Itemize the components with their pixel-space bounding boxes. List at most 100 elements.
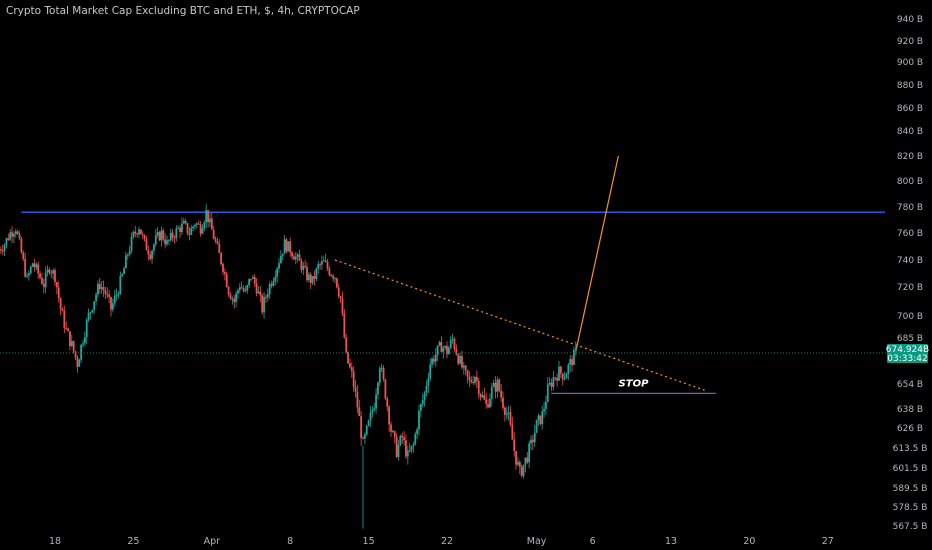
candle-body: [82, 343, 84, 345]
y-tick-label: 920 B: [897, 37, 923, 47]
candle-body: [431, 358, 433, 365]
y-tick-label: 578.5 B: [893, 503, 928, 513]
y-tick-label: 589.5 B: [893, 484, 928, 494]
candle-body: [218, 243, 221, 253]
candle-body: [227, 287, 230, 295]
candle-body: [341, 298, 344, 314]
candle-body: [334, 278, 336, 280]
candle-body: [231, 298, 234, 300]
candle-body: [216, 241, 219, 244]
candle-body: [475, 377, 478, 381]
target-projection-line[interactable]: [575, 155, 619, 352]
candle-body: [223, 272, 226, 275]
candle-body: [287, 241, 290, 252]
candle-body: [108, 294, 111, 298]
candle-body: [5, 238, 8, 245]
x-tick-label: 13: [665, 536, 677, 547]
candle-body: [505, 413, 508, 415]
candle-body: [166, 240, 168, 245]
candle-body: [464, 365, 467, 371]
candle-body: [22, 252, 25, 259]
candle-body: [322, 260, 325, 262]
candle-body: [483, 395, 486, 400]
candle-body: [442, 347, 445, 352]
candle-body: [328, 268, 331, 276]
candle-body: [298, 254, 301, 261]
candle-body: [272, 281, 275, 286]
candle-body: [416, 429, 419, 434]
candle-body: [429, 364, 432, 379]
candle-body: [309, 274, 312, 283]
y-tick-label: 900 B: [897, 58, 923, 68]
candle-body: [543, 409, 545, 412]
y-axis: 940 B 920 B 900 B 880 B 860 B 840 B 820 B 800 B…: [893, 15, 928, 532]
candle-body: [545, 401, 547, 410]
candle-body: [434, 354, 437, 362]
candle-body: [141, 234, 144, 236]
candle-body: [408, 450, 411, 452]
candle-body: [278, 263, 280, 269]
candle-body: [569, 359, 572, 365]
candle-body: [138, 229, 140, 235]
candle-body: [509, 412, 512, 425]
x-tick-label: 25: [127, 536, 139, 547]
candle-body: [156, 232, 159, 236]
candle-body: [367, 420, 370, 426]
candle-body: [541, 411, 544, 425]
candle-body: [419, 404, 422, 411]
candle-body: [498, 379, 501, 391]
candle-body: [352, 371, 355, 388]
candle-body: [558, 366, 560, 381]
x-tick-label: May: [527, 536, 547, 547]
candle-body: [167, 240, 170, 242]
candle-body: [494, 382, 497, 392]
drawings-layer: STOP: [21, 155, 885, 395]
candle-body: [130, 236, 133, 251]
candle-body: [378, 368, 381, 383]
candle-body: [0, 249, 2, 251]
y-tick-label: 700 B: [897, 312, 923, 322]
candle-body: [490, 386, 493, 399]
y-tick-label: 626 B: [897, 424, 923, 434]
candle-body: [70, 341, 73, 347]
candle-body: [399, 435, 402, 445]
x-axis: 18 25 Apr 8 15 22 May 6 13 20 27: [49, 536, 834, 547]
candle-body: [520, 466, 523, 476]
candle-body: [522, 464, 525, 476]
candle-body: [16, 231, 19, 235]
candle-body: [192, 226, 195, 229]
candle-body: [237, 290, 239, 294]
candle-body: [246, 285, 249, 291]
candle-body: [145, 238, 148, 251]
candle-body: [337, 287, 340, 297]
candle-body: [313, 276, 316, 279]
candle-body: [365, 425, 368, 435]
y-tick-label: 940 B: [897, 15, 923, 25]
candle-body: [263, 297, 265, 313]
candle-body: [472, 382, 475, 384]
y-tick-label: 685 B: [897, 334, 923, 344]
y-tick-label: 820 B: [897, 152, 923, 162]
candle-body: [39, 273, 41, 278]
candle-body: [373, 408, 376, 411]
candle-body: [270, 284, 273, 286]
candle-body: [212, 229, 215, 239]
y-tick-label: 601.5 B: [893, 464, 928, 474]
candle-body: [209, 218, 211, 223]
candle-body: [466, 370, 469, 377]
candle-body: [240, 287, 243, 289]
y-tick-label: 860 B: [897, 104, 923, 114]
candle-body: [67, 328, 69, 332]
candle-body: [477, 380, 480, 395]
candle-body: [395, 436, 398, 457]
descending-trendline[interactable]: [334, 259, 705, 391]
x-tick-label: Apr: [204, 536, 221, 547]
candle-body: [222, 263, 224, 273]
candle-body: [188, 233, 191, 235]
candle-body: [121, 274, 124, 277]
candle-body: [425, 385, 428, 393]
last-price-value: 674.924B: [886, 345, 929, 355]
candle-body: [573, 349, 575, 366]
candle-body: [169, 232, 172, 241]
